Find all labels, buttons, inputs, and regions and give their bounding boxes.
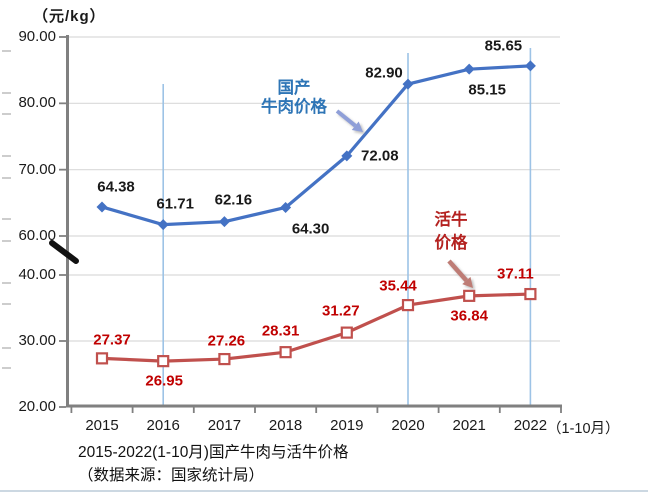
- series-annotation-live-cattle: 活牛 价格: [424, 209, 478, 255]
- minor-tick-dash: [2, 177, 11, 179]
- page-divider-line: [0, 490, 648, 492]
- data-label: 27.26: [207, 332, 246, 350]
- data-label: 61.71: [156, 195, 194, 213]
- data-label: 82.90: [365, 64, 403, 82]
- data-label: 85.65: [484, 37, 523, 55]
- y-tick-label: 90.00: [18, 28, 56, 45]
- x-tick-label: 2018: [268, 417, 303, 434]
- axes: [49, 35, 562, 413]
- x-tick-label: 2015: [85, 417, 119, 434]
- data-label: 26.95: [145, 372, 183, 390]
- data-label: 64.30: [291, 220, 330, 238]
- marker-open-square: [340, 326, 353, 339]
- x-tick-label: 2022: [513, 417, 548, 434]
- marker-open-square: [95, 352, 109, 365]
- data-label: 36.84: [450, 307, 488, 325]
- marker-diamond: [280, 201, 292, 213]
- series-line-国产牛肉价格: [101, 64, 531, 227]
- marker-diamond: [96, 201, 108, 213]
- y-tick-label: 40.00: [18, 266, 56, 283]
- annotation-arrow: [447, 259, 469, 283]
- marker-diamond: [524, 60, 536, 72]
- minor-tick-dash: [2, 113, 11, 115]
- x-tick-label: 2016: [146, 417, 180, 434]
- minor-tick-dash: [2, 155, 11, 157]
- y-tick-label: 80.00: [18, 94, 56, 112]
- marker-diamond: [402, 78, 414, 90]
- minor-tick-dash: [2, 218, 11, 220]
- marker-diamond: [218, 216, 230, 228]
- minor-tick-dash: [2, 347, 11, 349]
- data-label: 72.08: [361, 147, 399, 165]
- x-tick-label: 2020: [391, 417, 425, 434]
- minor-tick-dash: [2, 367, 11, 369]
- y-tick-label: 60.00: [18, 227, 56, 244]
- chart-title-text: 2015-2022(1-10月)国产牛肉与活牛价格: [78, 444, 349, 461]
- marker-open-square: [401, 298, 415, 312]
- annotation-arrowhead: [462, 276, 473, 288]
- series-annotation-line: 活牛: [434, 211, 468, 229]
- data-label: 64.38: [97, 178, 135, 196]
- x-tick-label: 2019: [330, 417, 364, 434]
- marker-diamond: [157, 219, 169, 231]
- data-label: 37.11: [497, 265, 534, 283]
- y-tick-label: 70.00: [18, 160, 56, 178]
- marker-diamond: [463, 63, 475, 75]
- minor-tick-dash: [2, 92, 11, 94]
- annotation-arrowhead: [351, 121, 363, 132]
- series-annotation-line: 价格: [434, 234, 468, 252]
- annotation-arrow: [335, 109, 357, 128]
- series-annotation-domestic-beef: 国产 牛肉价格: [249, 79, 339, 117]
- minor-tick-dash: [2, 303, 11, 305]
- marker-open-square: [524, 287, 537, 301]
- minor-tick-dash: [2, 50, 11, 52]
- x-tick-label: 2017: [207, 417, 242, 434]
- series-lines: [95, 60, 537, 368]
- data-label: 85.15: [468, 81, 506, 99]
- minor-tick-dash: [2, 240, 11, 242]
- reference-lines: [162, 48, 532, 406]
- data-label: 28.31: [261, 322, 300, 340]
- marker-open-square: [218, 352, 231, 366]
- chart-source-text: （数据来源：国家统计局）: [78, 467, 265, 484]
- minor-tick-dash: [2, 282, 11, 284]
- marker-open-square: [157, 355, 170, 368]
- y-tick-label: 30.00: [18, 332, 56, 349]
- y-tick-label: 20.00: [18, 398, 56, 415]
- annotation-arrows: [335, 109, 473, 288]
- x-tick-label: 2021: [452, 417, 486, 434]
- marker-open-square: [463, 289, 476, 302]
- chart-caption: 2015-2022(1-10月)国产牛肉与活牛价格 （数据来源：国家统计局）: [78, 441, 348, 487]
- y-axis-unit-label: （元/kg）: [33, 8, 106, 25]
- marker-open-square: [279, 346, 292, 359]
- series-line-活牛价格: [101, 292, 531, 363]
- x-axis-suffix-label: （1-10月）: [547, 421, 620, 437]
- axis-break-mark: [49, 240, 79, 264]
- data-label: 27.37: [93, 331, 131, 349]
- data-label: 62.16: [214, 191, 253, 209]
- data-label: 31.27: [322, 302, 360, 320]
- series-annotation-line: 国产: [277, 79, 311, 97]
- data-label: 35.44: [379, 277, 417, 295]
- marker-diamond: [341, 150, 353, 162]
- series-annotation-line: 牛肉价格: [261, 98, 327, 116]
